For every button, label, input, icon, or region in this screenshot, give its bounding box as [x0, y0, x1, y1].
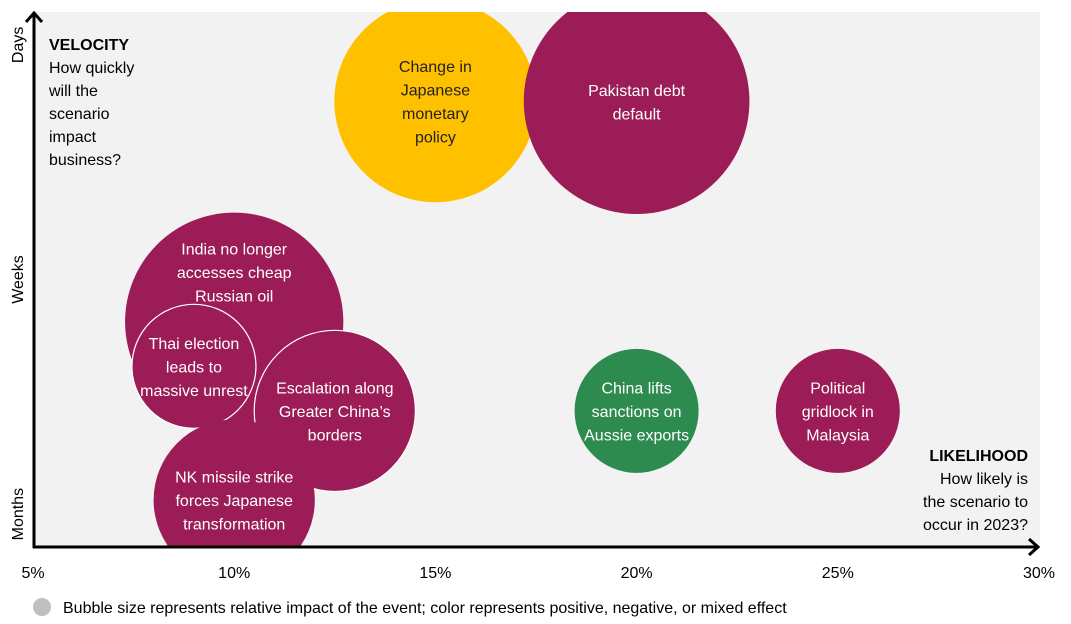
bubble-label: monetary [402, 106, 469, 123]
x-tick-label: 20% [621, 565, 653, 582]
x-tick-label: 25% [822, 565, 854, 582]
bubble-label: forces Japanese [175, 493, 293, 510]
velocity-description: impact [49, 129, 97, 146]
bubble-label: India no longer [181, 242, 288, 259]
velocity-description: How quickly [49, 60, 134, 77]
bubble-label: accesses cheap [177, 265, 292, 282]
likelihood-title: LIKELIHOOD [929, 448, 1028, 465]
y-tick-label: Months [10, 488, 27, 540]
x-tick-label: 5% [21, 565, 44, 582]
x-axis-arrow [1028, 537, 1041, 557]
bubble-label: Russian oil [195, 289, 273, 306]
y-tick-label: Days [10, 27, 27, 63]
bubble-label: China lifts [601, 380, 671, 397]
bubble-label: gridlock in [802, 404, 874, 421]
bubble-label: default [613, 107, 662, 124]
bubble-label: Malaysia [806, 427, 869, 444]
bubble [334, 12, 537, 203]
legend-marker [33, 598, 51, 616]
bubble-label: Japanese [401, 83, 470, 100]
bubble-label: Greater China’s [279, 404, 391, 421]
velocity-description: business? [49, 152, 121, 169]
x-tick-label: 15% [419, 565, 451, 582]
velocity-title: VELOCITY [49, 37, 129, 54]
likelihood-description: the scenario to [923, 494, 1028, 511]
x-tick-label: 30% [1023, 565, 1055, 582]
bubble [574, 348, 699, 473]
bubble-label: policy [415, 130, 456, 147]
bubble-label: transformation [183, 517, 285, 534]
bubble-label: sanctions on [592, 404, 682, 421]
bubble-label: borders [308, 427, 362, 444]
y-tick-label: Weeks [10, 255, 27, 304]
x-tick-label: 10% [218, 565, 250, 582]
bubble-label: Escalation along [276, 380, 393, 397]
bubble-label: Thai election [149, 336, 240, 353]
bubble [153, 419, 315, 546]
bubble-label: NK missile strike [175, 470, 293, 487]
likelihood-description: How likely is [940, 471, 1028, 488]
bubble-label: Change in [399, 59, 472, 76]
velocity-description: will the [48, 83, 98, 100]
likelihood-description: occur in 2023? [923, 517, 1028, 534]
velocity-description: scenario [49, 106, 110, 123]
bubble-label: Aussie exports [584, 427, 689, 444]
bubble [523, 12, 750, 214]
bubble-label: Pakistan debt [588, 83, 686, 100]
bubble [131, 303, 257, 429]
legend-text: Bubble size represents relative impact o… [63, 600, 787, 617]
bubble [775, 348, 900, 473]
bubble-label: Political [810, 380, 865, 397]
bubble-label: massive unrest [140, 383, 248, 400]
y-axis-arrow [24, 10, 44, 23]
bubble-label: leads to [166, 359, 222, 376]
